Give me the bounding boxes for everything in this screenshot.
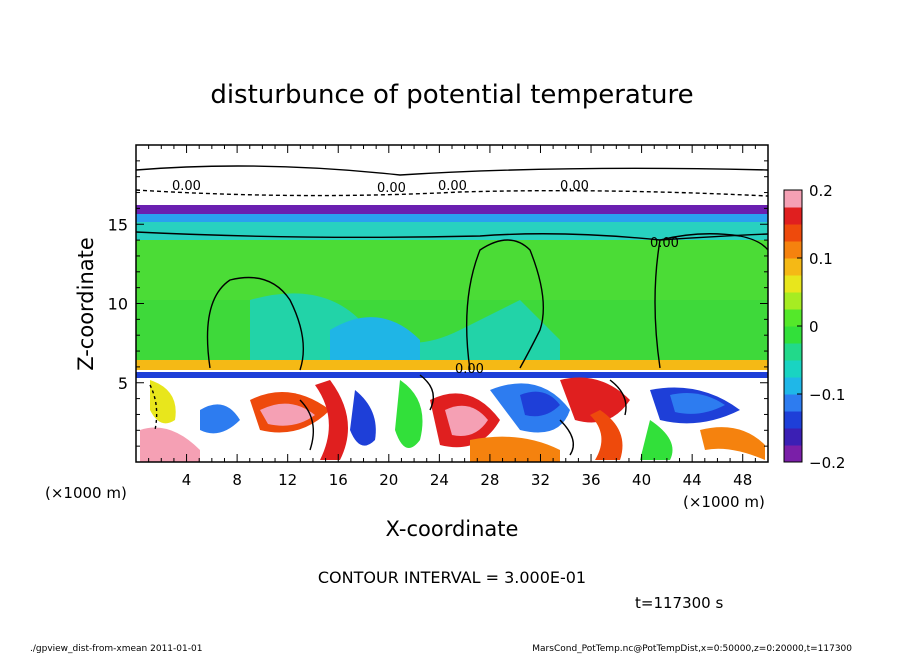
contour-label: 0.00 — [650, 236, 679, 251]
cool-plume-core — [330, 317, 420, 372]
colorbar-swatch — [784, 428, 802, 446]
colorbar-swatch — [784, 377, 802, 395]
x-tick-label: 48 — [733, 471, 752, 489]
colorbar-swatch — [784, 275, 802, 293]
footer-right: MarsCond_PotTemp.nc@PotTempDist,x=0:5000… — [532, 644, 852, 654]
contour-lines — [136, 165, 768, 456]
x-unit-left: (×1000 m) — [45, 484, 127, 502]
inversion-band-edge — [136, 214, 768, 222]
cold-top-edge — [136, 372, 768, 378]
cool-plume — [250, 293, 560, 372]
contour-interval: CONTOUR INTERVAL = 3.000E-01 — [318, 568, 586, 587]
colorbar-swatch — [784, 411, 802, 429]
z-tick-label: 10 — [108, 295, 128, 314]
x-tick-label: 40 — [632, 471, 651, 489]
inversion-band — [136, 205, 768, 215]
x-tick-label: 12 — [278, 471, 297, 489]
x-tick-label: 24 — [430, 471, 449, 489]
plot-area: 0.00 0.00 0.00 0.00 0.00 0.00 — [136, 145, 768, 462]
colorbar-swatch — [784, 207, 802, 225]
x-tick-label: 36 — [581, 471, 600, 489]
colorbar-swatch — [784, 394, 802, 412]
colorbar-swatch — [784, 360, 802, 378]
footer-left: ./gpview_dist-from-xmean 2011-01-01 — [30, 644, 202, 654]
mid-layer — [136, 240, 768, 300]
colorbar-swatch — [784, 224, 802, 242]
colorbar-swatch — [784, 309, 802, 327]
colorbar-tick-label: −0.2 — [809, 454, 845, 472]
colorbar-tick-label: 0.1 — [809, 250, 833, 268]
contour-label: 0.00 — [455, 362, 484, 377]
x-tick-label: 4 — [182, 471, 192, 489]
x-tick-label: 8 — [232, 471, 242, 489]
colorbar-swatch — [784, 326, 802, 344]
colorbar-swatch — [784, 190, 802, 208]
z-axis-label: Z-coordinate — [74, 237, 98, 371]
x-tick-label: 32 — [531, 471, 550, 489]
x-axis: 4 8 12 16 20 24 28 32 36 40 44 48 — [135, 145, 769, 489]
eddy-patterns — [140, 377, 765, 462]
contour-labels: 0.00 0.00 0.00 0.00 0.00 0.00 — [172, 179, 679, 377]
colorbar: 0.2 0.1 0 −0.1 −0.2 — [783, 182, 845, 472]
x-tick-label: 28 — [480, 471, 499, 489]
z-tick-label: 15 — [108, 215, 128, 234]
z-tick-label: 5 — [118, 374, 128, 393]
upper-turbulent-band — [136, 145, 768, 215]
contour-label: 0.00 — [560, 179, 589, 194]
colorbar-tick-label: 0.2 — [809, 182, 833, 200]
colorbar-swatch — [784, 343, 802, 361]
x-unit-right: (×1000 m) — [683, 493, 765, 511]
chart-title: disturbunce of potential temperature — [210, 80, 693, 110]
x-tick-label: 20 — [379, 471, 398, 489]
colorbar-tick-label: −0.1 — [809, 386, 845, 404]
colorbar-swatch — [784, 445, 802, 463]
contour-label: 0.00 — [377, 181, 406, 196]
x-axis-label: X-coordinate — [386, 517, 519, 541]
warm-strip — [136, 360, 768, 370]
time-label: t=117300 s — [635, 594, 723, 612]
contour-label: 0.00 — [438, 179, 467, 194]
z-axis: 5 10 15 — [108, 144, 768, 463]
x-tick-label: 44 — [683, 471, 702, 489]
x-tick-label: 16 — [329, 471, 348, 489]
contour-label: 0.00 — [172, 179, 201, 194]
colorbar-swatch — [784, 241, 802, 259]
colorbar-tick-label: 0 — [809, 318, 819, 336]
colorbar-swatch — [784, 292, 802, 310]
colorbar-swatch — [784, 258, 802, 276]
